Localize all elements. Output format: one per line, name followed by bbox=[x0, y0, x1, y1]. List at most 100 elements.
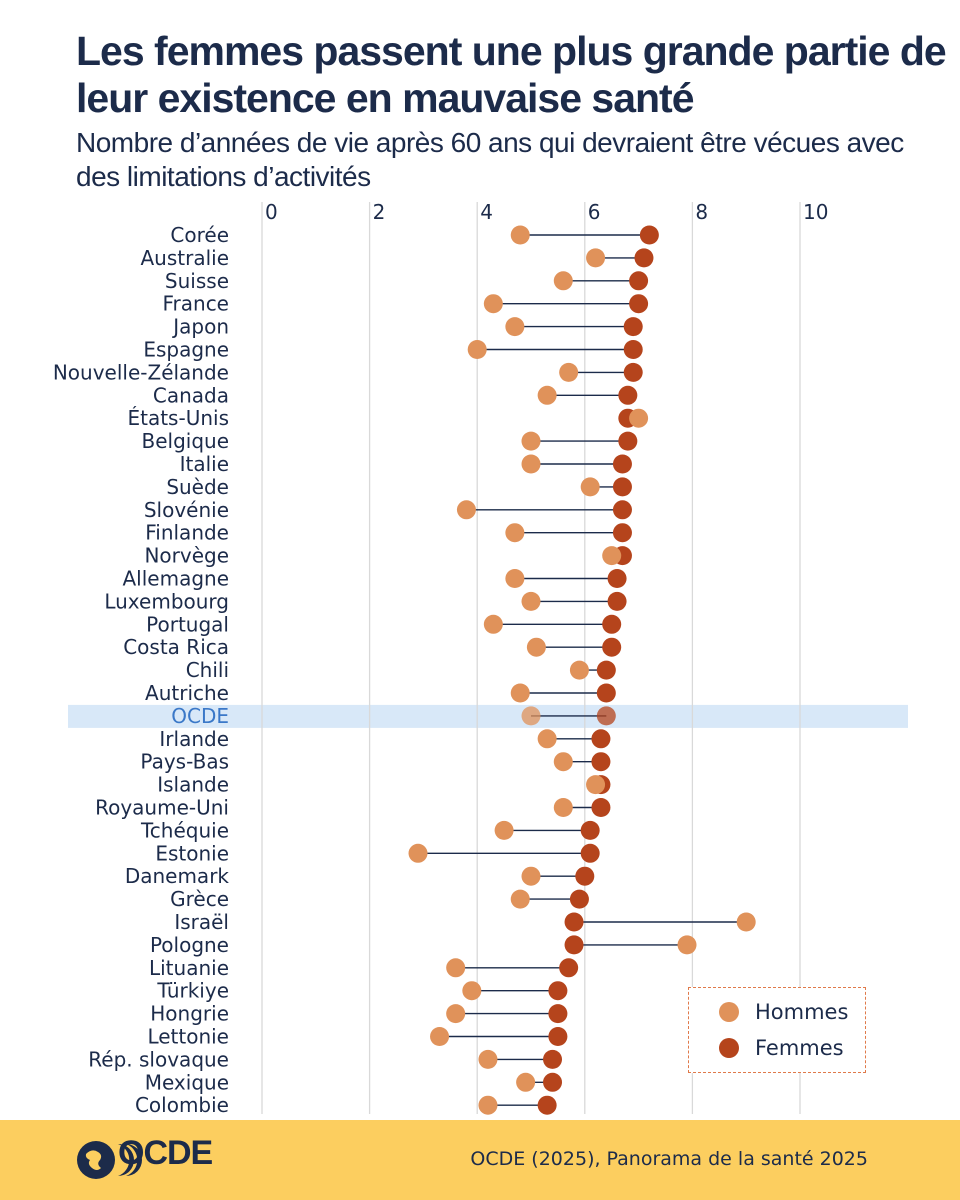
data-point-women bbox=[623, 362, 643, 382]
category-label: Pologne bbox=[150, 933, 229, 957]
footer: OCDE OCDE (2025), Panorama de la santé 2… bbox=[0, 1120, 960, 1200]
data-point-men bbox=[505, 569, 525, 588]
data-point-men bbox=[446, 958, 466, 978]
category-label: Corée bbox=[170, 223, 229, 247]
data-point-women bbox=[612, 454, 632, 474]
data-point-men bbox=[629, 408, 649, 428]
data-point-women bbox=[575, 866, 595, 886]
data-point-women bbox=[596, 706, 616, 726]
x-tick-label: 8 bbox=[695, 200, 708, 224]
x-tick-label: 2 bbox=[373, 200, 386, 224]
logo-text: OCDE bbox=[118, 1134, 213, 1172]
category-label: Finlande bbox=[145, 521, 229, 545]
highlight-band-oecd bbox=[68, 704, 908, 728]
legend-item-men: Hommes bbox=[719, 997, 848, 1027]
x-tick-label: 6 bbox=[588, 200, 601, 224]
category-label: Rép. slovaque bbox=[88, 1047, 229, 1071]
category-label: Norvège bbox=[144, 544, 229, 568]
data-point-women bbox=[596, 660, 616, 680]
legend-label-men: Hommes bbox=[755, 1000, 849, 1024]
data-point-women bbox=[618, 431, 638, 451]
category-label: Japon bbox=[171, 315, 229, 339]
category-label: Nouvelle-Zélande bbox=[53, 360, 229, 384]
legend-marker-women bbox=[719, 1038, 739, 1058]
data-point-women bbox=[548, 981, 568, 1001]
data-point-men bbox=[430, 1027, 450, 1046]
data-point-men bbox=[408, 843, 428, 863]
data-point-women bbox=[618, 385, 638, 405]
category-label: Suède bbox=[166, 475, 229, 499]
category-label: Türkiye bbox=[156, 979, 229, 1003]
data-point-men bbox=[537, 729, 557, 749]
category-label: Chili bbox=[186, 658, 229, 682]
data-point-men bbox=[505, 523, 525, 543]
data-point-women bbox=[591, 752, 611, 772]
category-label: Danemark bbox=[125, 864, 230, 888]
data-point-women bbox=[591, 798, 611, 817]
category-label: Royaume-Uni bbox=[95, 796, 229, 820]
category-label: Irlande bbox=[159, 727, 229, 751]
data-point-women bbox=[629, 271, 649, 291]
source-citation: OCDE (2025), Panorama de la santé 2025 bbox=[470, 1148, 868, 1170]
data-point-women bbox=[612, 477, 632, 497]
data-point-women bbox=[602, 614, 622, 634]
oecd-logo-icon bbox=[77, 1141, 142, 1179]
data-point-men bbox=[446, 1004, 466, 1024]
category-label: Israël bbox=[174, 910, 229, 934]
data-points bbox=[408, 225, 756, 1115]
data-point-women bbox=[623, 340, 643, 359]
data-point-men bbox=[569, 660, 589, 680]
category-label: Belgique bbox=[141, 429, 229, 453]
data-point-women bbox=[639, 225, 659, 245]
category-label: Islande bbox=[157, 773, 229, 797]
data-point-men bbox=[510, 683, 530, 703]
data-point-women bbox=[612, 500, 632, 520]
data-point-men bbox=[462, 981, 482, 1001]
data-point-men bbox=[553, 752, 573, 772]
data-point-women bbox=[607, 591, 627, 611]
data-point-men bbox=[516, 1072, 536, 1092]
data-point-men bbox=[553, 798, 573, 817]
category-label: Canada bbox=[153, 383, 229, 407]
x-tick-label: 4 bbox=[480, 200, 493, 224]
category-label: Hongrie bbox=[150, 1002, 229, 1026]
legend-item-women: Femmes bbox=[719, 1033, 844, 1063]
data-point-women bbox=[623, 317, 643, 337]
category-label: Estonie bbox=[155, 841, 229, 865]
category-label: Colombie bbox=[135, 1093, 229, 1117]
data-point-women bbox=[564, 912, 584, 932]
x-tick-label: 0 bbox=[265, 200, 278, 224]
data-point-women bbox=[580, 820, 600, 840]
data-point-men bbox=[580, 477, 600, 497]
category-label: OCDE bbox=[171, 704, 229, 728]
category-label: France bbox=[162, 292, 229, 316]
data-point-women bbox=[591, 729, 611, 749]
category-label: Italie bbox=[180, 452, 229, 476]
category-label: Autriche bbox=[145, 681, 229, 705]
data-point-men bbox=[521, 431, 541, 451]
data-point-men bbox=[521, 454, 541, 474]
category-label: Australie bbox=[140, 246, 229, 270]
category-labels: CoréeAustralieSuisseFranceJaponEspagneNo… bbox=[53, 223, 230, 1117]
data-point-men bbox=[483, 614, 503, 634]
grid-layer bbox=[261, 202, 801, 1114]
data-point-men bbox=[467, 340, 487, 359]
data-point-men bbox=[483, 294, 503, 314]
data-point-men bbox=[478, 1049, 498, 1069]
data-point-women bbox=[612, 523, 632, 543]
x-tick-labels: 0 2 4 6 8 10 bbox=[265, 200, 828, 224]
data-point-men bbox=[505, 317, 525, 337]
data-point-men bbox=[559, 362, 579, 382]
data-point-men bbox=[521, 591, 541, 611]
data-point-men bbox=[510, 889, 530, 909]
data-point-women bbox=[564, 935, 584, 955]
data-point-women bbox=[607, 569, 627, 588]
x-tick-label: 10 bbox=[803, 200, 828, 224]
category-label: Slovénie bbox=[144, 498, 229, 522]
data-point-men bbox=[586, 775, 606, 795]
legend-marker-men bbox=[719, 1002, 739, 1022]
data-point-men bbox=[586, 248, 606, 268]
category-label: Luxembourg bbox=[104, 589, 229, 613]
category-label: Grèce bbox=[170, 887, 229, 911]
data-point-men bbox=[521, 706, 541, 726]
